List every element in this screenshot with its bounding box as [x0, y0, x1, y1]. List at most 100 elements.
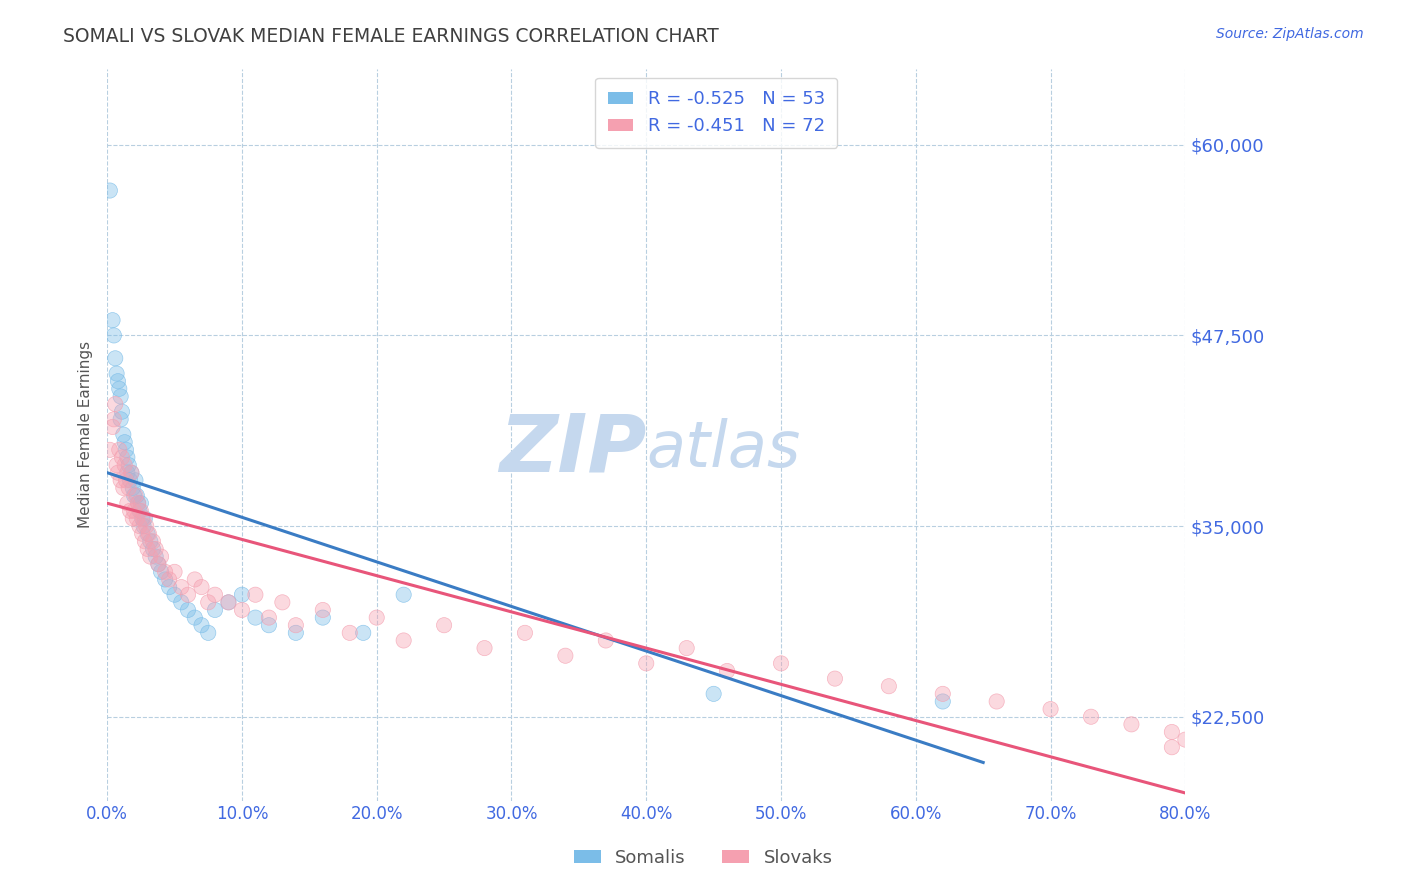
- Point: [177, 603, 200, 617]
- Point: [217, 595, 239, 609]
- Point: [111, 450, 134, 465]
- Point: [134, 534, 156, 549]
- Point: [120, 466, 142, 480]
- Point: [129, 504, 152, 518]
- Point: [105, 458, 128, 472]
- Point: [118, 481, 141, 495]
- Point: [177, 588, 200, 602]
- Point: [104, 351, 127, 366]
- Point: [139, 534, 162, 549]
- Point: [134, 534, 156, 549]
- Point: [134, 511, 156, 525]
- Point: [107, 466, 129, 480]
- Point: [138, 526, 160, 541]
- Point: [128, 504, 150, 518]
- Point: [122, 489, 145, 503]
- Point: [245, 610, 267, 624]
- Point: [142, 541, 165, 556]
- Point: [125, 489, 148, 503]
- Point: [148, 558, 170, 572]
- Point: [114, 458, 136, 472]
- Point: [122, 489, 145, 503]
- Point: [132, 519, 155, 533]
- Point: [136, 526, 159, 541]
- Point: [135, 519, 157, 533]
- Point: [703, 687, 725, 701]
- Point: [101, 420, 124, 434]
- Point: [115, 473, 138, 487]
- Point: [1039, 702, 1062, 716]
- Point: [150, 565, 173, 579]
- Point: [120, 504, 142, 518]
- Point: [103, 328, 125, 343]
- Point: [769, 657, 792, 671]
- Point: [312, 603, 335, 617]
- Legend: R = -0.525   N = 53, R = -0.451   N = 72: R = -0.525 N = 53, R = -0.451 N = 72: [595, 78, 838, 148]
- Point: [121, 511, 143, 525]
- Point: [129, 504, 152, 518]
- Point: [122, 504, 145, 518]
- Point: [284, 618, 307, 632]
- Point: [131, 526, 153, 541]
- Point: [177, 603, 200, 617]
- Point: [110, 473, 132, 487]
- Point: [136, 541, 159, 556]
- Point: [1039, 702, 1062, 716]
- Point: [1174, 732, 1197, 747]
- Point: [117, 466, 139, 480]
- Y-axis label: Median Female Earnings: Median Female Earnings: [79, 341, 93, 528]
- Point: [392, 633, 415, 648]
- Point: [312, 610, 335, 624]
- Point: [110, 389, 132, 403]
- Point: [120, 466, 142, 480]
- Point: [124, 473, 146, 487]
- Point: [153, 573, 176, 587]
- Point: [257, 610, 280, 624]
- Point: [190, 618, 212, 632]
- Point: [108, 442, 131, 457]
- Point: [148, 558, 170, 572]
- Point: [108, 442, 131, 457]
- Point: [110, 389, 132, 403]
- Point: [170, 595, 193, 609]
- Point: [112, 427, 135, 442]
- Point: [108, 382, 131, 396]
- Point: [675, 641, 697, 656]
- Point: [312, 603, 335, 617]
- Point: [231, 588, 253, 602]
- Point: [110, 412, 132, 426]
- Point: [148, 558, 170, 572]
- Point: [120, 473, 142, 487]
- Point: [204, 588, 226, 602]
- Point: [184, 573, 207, 587]
- Point: [98, 442, 121, 457]
- Point: [245, 588, 267, 602]
- Point: [108, 382, 131, 396]
- Point: [145, 541, 167, 556]
- Point: [513, 625, 536, 640]
- Point: [115, 442, 138, 457]
- Point: [433, 618, 456, 632]
- Point: [217, 595, 239, 609]
- Point: [139, 549, 162, 564]
- Point: [554, 648, 576, 663]
- Text: atlas: atlas: [647, 418, 800, 480]
- Point: [877, 679, 900, 693]
- Point: [197, 595, 219, 609]
- Point: [104, 351, 127, 366]
- Point: [117, 450, 139, 465]
- Point: [716, 664, 738, 678]
- Point: [101, 420, 124, 434]
- Point: [136, 541, 159, 556]
- Point: [1121, 717, 1143, 731]
- Point: [1160, 725, 1182, 739]
- Point: [117, 466, 139, 480]
- Point: [392, 633, 415, 648]
- Point: [125, 511, 148, 525]
- Point: [103, 412, 125, 426]
- Point: [148, 558, 170, 572]
- Point: [145, 549, 167, 564]
- Point: [932, 687, 955, 701]
- Point: [118, 458, 141, 472]
- Point: [595, 633, 617, 648]
